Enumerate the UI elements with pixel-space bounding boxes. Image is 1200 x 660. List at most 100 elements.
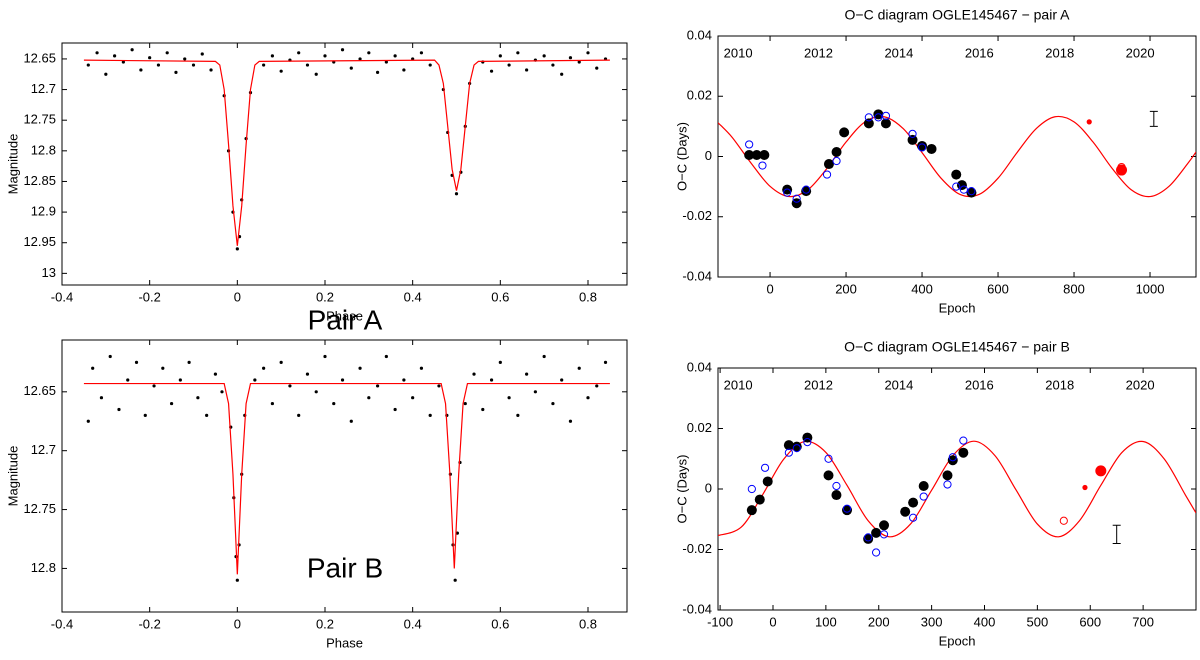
data-point [762, 476, 773, 487]
data-point [967, 187, 976, 196]
data-point [91, 366, 95, 370]
data-point [919, 492, 928, 501]
data-point [832, 481, 841, 491]
data-point [419, 51, 424, 55]
data-point [183, 57, 187, 61]
y-tick-label: 12.95 [23, 234, 56, 249]
y-tick-label: 12.75 [23, 112, 56, 127]
data-point [744, 149, 755, 160]
data-point [568, 56, 573, 60]
data-point [783, 440, 794, 451]
data-point [803, 438, 812, 447]
y-tick-label: 12.9 [31, 204, 56, 219]
data-point [126, 378, 130, 382]
data-point [839, 127, 850, 138]
x-tick-label: -100 [707, 614, 733, 629]
data-point [952, 182, 961, 191]
error-bar [1149, 110, 1158, 127]
data-point [823, 159, 834, 170]
data-point [801, 186, 812, 197]
data-point [489, 69, 494, 73]
data-point [746, 505, 757, 516]
y-tick-label: 0.02 [687, 420, 712, 435]
panel: Phase Magnitude -0.4 -0.2 0 0.2 0.4 0.6 0.8 12.65… [5, 339, 628, 650]
data-point [297, 51, 301, 55]
year-tick-label: 2014 [884, 377, 913, 392]
data-point [148, 56, 152, 60]
plot-frame [717, 35, 1197, 278]
data-point [134, 360, 139, 364]
data-point [1116, 164, 1128, 176]
data-point [791, 198, 802, 209]
data-point [86, 63, 90, 67]
plot-area [718, 109, 1196, 209]
data-point [402, 378, 406, 382]
y-axis-label: O−C (Days) [674, 455, 689, 524]
y-tick-label: -0.04 [682, 601, 712, 616]
data-point [948, 453, 957, 462]
data-point [463, 401, 467, 406]
data-point [918, 480, 929, 491]
x-tick-label: 400 [974, 614, 996, 629]
data-point [900, 506, 911, 517]
x-tick-label: 100 [815, 614, 837, 629]
x-tick-label: -0.4 [51, 289, 73, 304]
x-tick-label: 0.4 [404, 616, 422, 631]
data-point [586, 51, 590, 55]
y-axis-label: Magnitude [5, 446, 20, 507]
year-tick-label: 2014 [884, 45, 913, 60]
plot-area [83, 48, 610, 251]
data-point [863, 118, 874, 129]
plot-area [83, 354, 610, 582]
data-point [863, 533, 874, 544]
data-point [498, 360, 502, 364]
y-tick-label: -0.02 [682, 208, 712, 223]
plot-frame [61, 42, 628, 286]
data-point [419, 366, 424, 370]
data-point [117, 407, 121, 412]
plot-frame [717, 367, 1197, 611]
fit-curve [83, 59, 610, 246]
data-point [907, 134, 918, 145]
data-point [428, 413, 432, 417]
data-point [358, 57, 362, 61]
data-point [533, 390, 537, 394]
data-point [879, 520, 890, 531]
data-point [235, 578, 239, 582]
data-point [595, 384, 599, 388]
data-point [270, 54, 274, 58]
data-point [525, 68, 529, 72]
year-tick-label: 2012 [804, 45, 833, 60]
x-tick-label: 800 [1063, 281, 1085, 296]
data-point [314, 72, 318, 76]
data-point [187, 360, 191, 364]
data-point [437, 384, 441, 388]
data-point [152, 384, 156, 388]
data-point [516, 413, 520, 417]
x-axis-label: Epoch [939, 633, 976, 648]
data-point [156, 63, 161, 67]
data-point [279, 69, 283, 73]
data-point [802, 185, 811, 194]
y-tick-label: 0.04 [687, 27, 712, 42]
data-point [213, 372, 218, 376]
data-point [577, 60, 581, 64]
data-point [525, 372, 529, 376]
data-point [143, 413, 147, 417]
panel: O−C diagram OGLE145467 − pair A Epoch O−C … [674, 7, 1197, 315]
fit-curve [718, 440, 1196, 538]
year-tick-label: 2010 [724, 45, 753, 60]
data-point [560, 378, 564, 382]
data-point [1086, 119, 1092, 125]
data-point [758, 161, 767, 170]
data-point [507, 63, 511, 67]
panel: Phase Magnitude -0.4 -0.2 0 0.2 0.4 0.6 0.8 12.65… [5, 42, 628, 335]
data-point [942, 470, 953, 481]
x-tick-label: 0.8 [579, 616, 597, 631]
data-point [791, 441, 802, 452]
data-point [560, 72, 564, 76]
data-point [1095, 465, 1107, 477]
data-point [551, 401, 555, 406]
data-point [586, 396, 590, 400]
